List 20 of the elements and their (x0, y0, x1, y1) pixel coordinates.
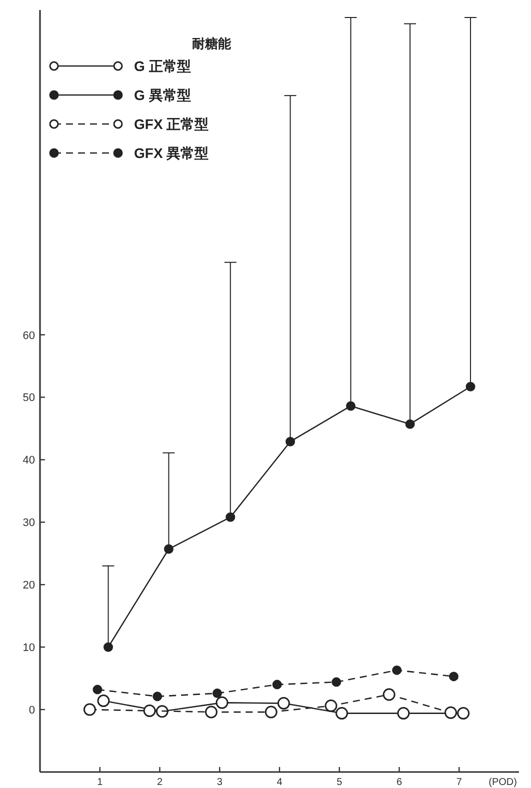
y-tick-label: 60 (22, 330, 35, 342)
y-tick-label: 20 (22, 580, 35, 592)
x-tick-label: 6 (396, 777, 402, 788)
y-tick-label: 30 (22, 517, 35, 530)
legend-label: GFX 正常型 (134, 116, 209, 132)
legend-label: GFX 異常型 (134, 145, 209, 161)
y-tick-label: 10 (22, 642, 35, 654)
y-tick-label: 50 (22, 392, 35, 404)
legend-label: G 異常型 (134, 87, 191, 103)
x-axis-title: (POD) (488, 777, 517, 788)
legend-title: 耐糖能 (192, 36, 232, 51)
x-tick-label: 1 (97, 777, 104, 788)
x-tick-label: 2 (156, 777, 163, 788)
x-tick-label: 4 (276, 777, 283, 788)
legend-label: G 正常型 (134, 58, 191, 74)
x-tick-label: 7 (456, 777, 462, 788)
x-tick-label: 3 (216, 777, 223, 788)
x-tick-label: 5 (336, 777, 343, 788)
y-tick-label: 40 (22, 454, 35, 467)
y-tick-label: 0 (28, 704, 35, 717)
